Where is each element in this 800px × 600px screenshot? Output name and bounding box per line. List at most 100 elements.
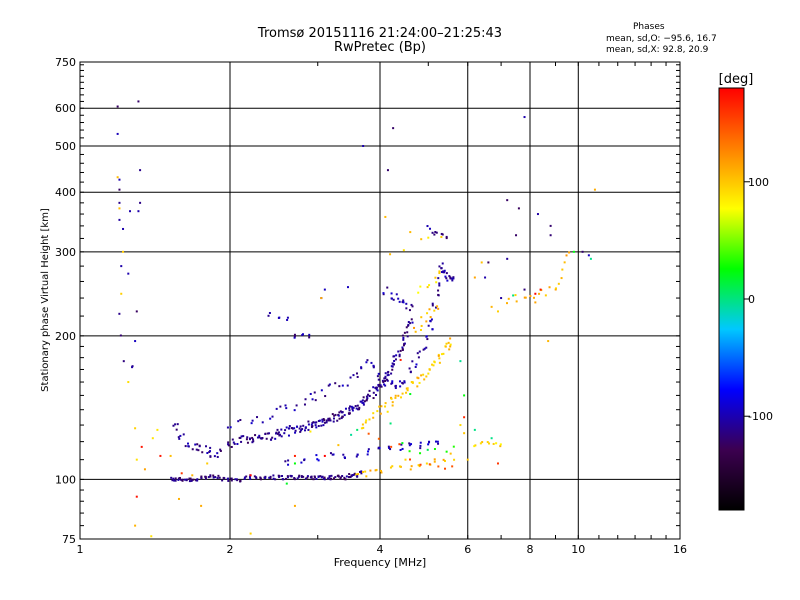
data-point	[266, 432, 269, 435]
data-point	[310, 425, 313, 428]
data-point	[587, 254, 590, 257]
data-point	[444, 345, 447, 348]
data-point	[322, 424, 325, 427]
data-point	[290, 427, 293, 430]
data-point	[416, 352, 419, 355]
data-point	[589, 257, 592, 260]
data-point	[328, 383, 331, 386]
data-point	[365, 361, 368, 364]
data-point	[417, 356, 420, 359]
data-point	[171, 479, 174, 482]
data-point	[444, 275, 447, 278]
data-point	[362, 403, 365, 406]
data-point	[226, 477, 229, 480]
data-point	[284, 404, 287, 407]
data-point	[410, 303, 413, 306]
data-point	[405, 326, 408, 329]
data-point	[323, 454, 326, 457]
data-point	[357, 473, 360, 476]
data-point	[249, 532, 252, 535]
data-point	[420, 316, 423, 319]
data-point	[140, 445, 143, 448]
data-point	[348, 407, 351, 410]
data-point	[258, 434, 261, 437]
data-point	[360, 367, 363, 370]
chart-subtitle: RwPretec (Bp)	[333, 40, 427, 55]
data-point	[118, 218, 121, 221]
data-point	[315, 426, 318, 429]
data-point	[116, 105, 119, 108]
data-point	[431, 363, 434, 366]
data-point	[341, 384, 344, 387]
data-point	[307, 420, 310, 423]
data-point	[343, 478, 346, 481]
data-point	[581, 250, 584, 253]
data-point	[438, 282, 441, 285]
data-point	[200, 504, 203, 507]
data-point	[331, 413, 334, 416]
data-point	[427, 236, 430, 239]
data-point	[453, 458, 456, 461]
data-point	[427, 324, 430, 327]
data-point	[440, 236, 443, 239]
data-point	[389, 422, 392, 425]
data-point	[434, 440, 437, 443]
data-point	[356, 404, 359, 407]
data-point	[332, 420, 335, 423]
data-point	[389, 466, 392, 469]
data-point	[379, 469, 382, 472]
data-point	[322, 477, 325, 480]
data-point	[544, 294, 547, 297]
data-point	[293, 504, 296, 507]
colorbar-tick-label: -100	[748, 410, 773, 423]
data-point	[534, 292, 537, 295]
data-point	[314, 424, 317, 427]
data-point	[231, 438, 234, 441]
data-point	[150, 535, 153, 538]
data-point	[265, 437, 268, 440]
data-point	[390, 445, 393, 448]
data-point	[490, 305, 493, 308]
data-point	[452, 276, 455, 279]
data-point	[189, 477, 192, 480]
data-point	[390, 365, 393, 368]
data-point	[304, 429, 307, 432]
data-point	[280, 428, 283, 431]
data-point	[376, 375, 379, 378]
data-point	[437, 289, 440, 292]
y-tick-label: 500	[55, 140, 76, 153]
data-point	[448, 348, 451, 351]
phase-stats-o: mean, sd,O: −95.6, 16.7	[606, 34, 717, 44]
data-point	[129, 210, 132, 213]
colorbar-tick-label: 100	[748, 176, 769, 189]
data-point	[365, 398, 368, 401]
data-point	[118, 188, 121, 191]
data-point	[419, 452, 422, 455]
data-point	[414, 365, 417, 368]
data-point	[398, 355, 401, 358]
data-point	[256, 436, 259, 439]
data-point	[351, 409, 354, 412]
data-point	[316, 458, 319, 461]
data-point	[372, 412, 375, 415]
data-point	[474, 444, 477, 447]
data-point	[350, 474, 353, 477]
data-point	[344, 407, 347, 410]
data-point	[253, 475, 256, 478]
data-point	[512, 294, 515, 297]
data-point	[402, 301, 405, 304]
data-point	[174, 423, 177, 426]
data-point	[379, 384, 382, 387]
data-point	[341, 415, 344, 418]
data-point	[384, 402, 387, 405]
data-point	[312, 478, 315, 481]
data-point	[279, 433, 282, 436]
data-point	[449, 452, 452, 455]
data-point	[356, 453, 359, 456]
data-point	[238, 436, 241, 439]
data-point	[397, 350, 400, 353]
data-point	[499, 443, 502, 446]
data-point	[390, 372, 393, 375]
data-point	[264, 432, 267, 435]
data-point	[180, 478, 183, 481]
